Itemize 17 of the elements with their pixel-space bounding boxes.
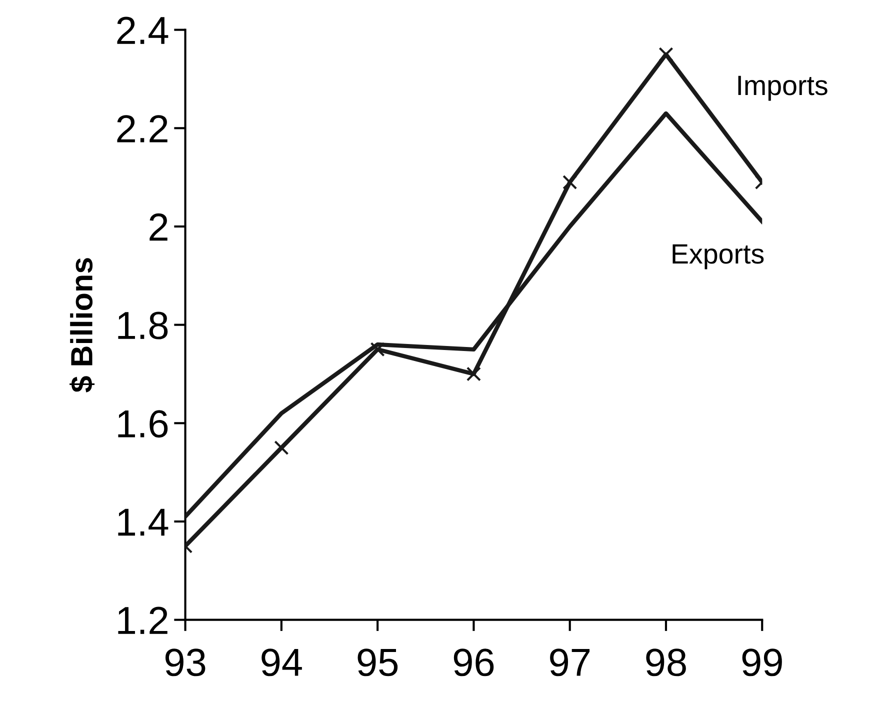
series-label: Imports [738,76,828,101]
y-tick-label: 1.4 [118,508,168,536]
y-axis-title: $ Billions [70,258,95,392]
x-tick-label: 97 [550,648,590,676]
y-tick-label: 1.6 [118,410,168,438]
y-tick-label: 2.2 [117,115,168,142]
series-label: Exports [672,244,764,270]
x-tick-label: 93 [165,648,206,676]
y-tick-label: 1.8 [118,312,168,340]
x-tick-label: 98 [646,648,686,676]
x-tick-label: 96 [454,648,494,676]
x-tick-label: 99 [742,648,782,676]
x-tick-label: 95 [358,648,398,676]
y-tick-label: 2 [150,213,168,241]
x-tick-label: 94 [262,648,302,676]
y-tick-label: 2.4 [117,16,168,44]
y-tick-label: 1.2 [118,606,168,634]
